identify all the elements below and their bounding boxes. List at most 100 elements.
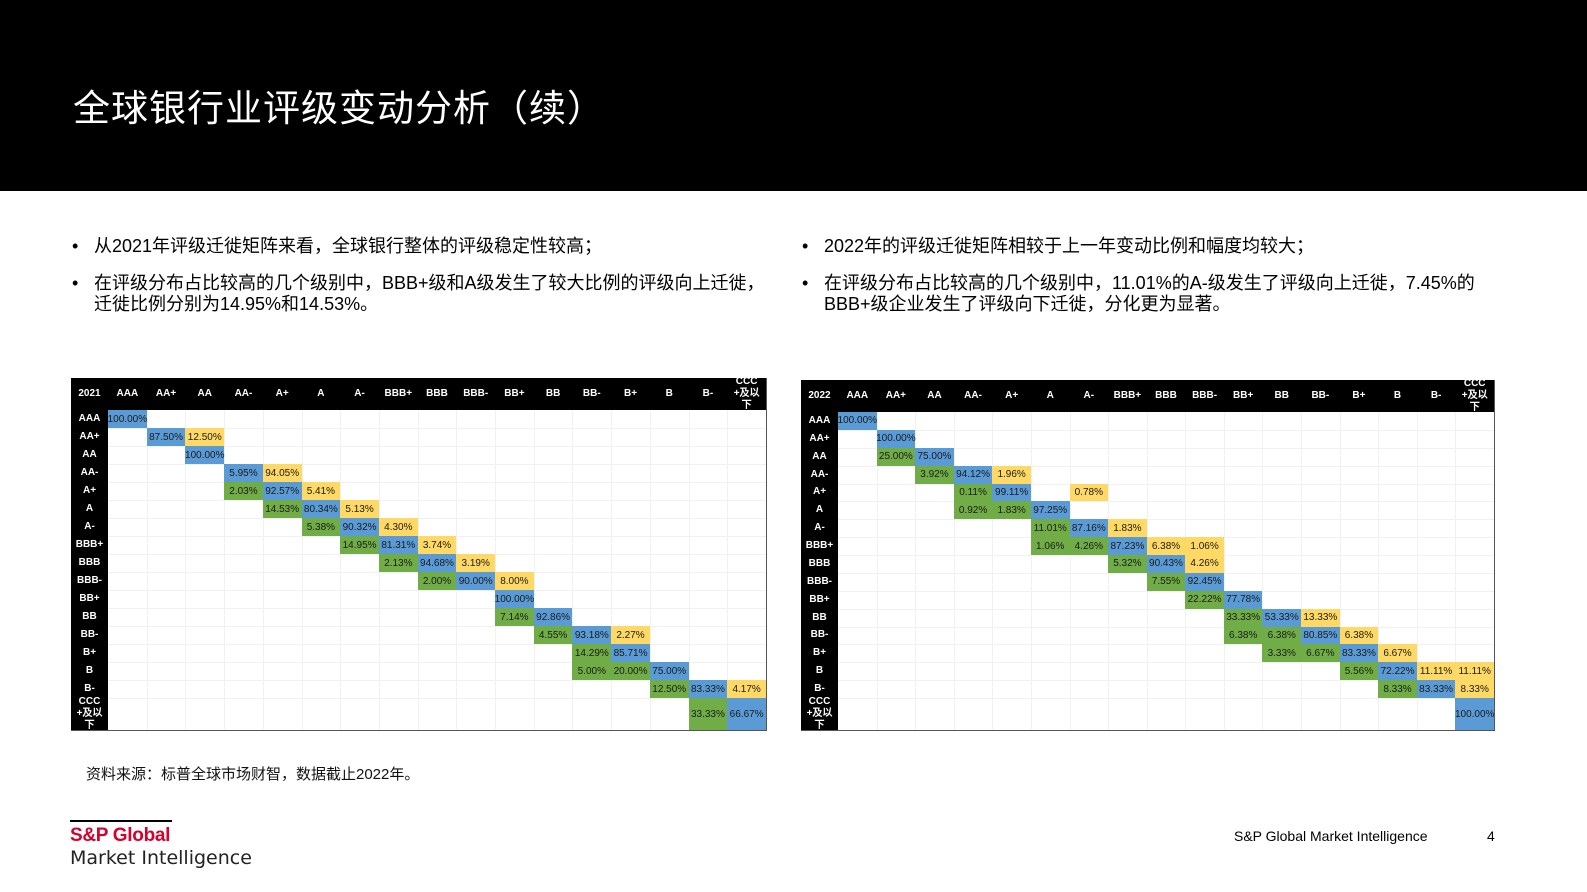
column-header: AA- <box>964 390 982 401</box>
gridline <box>876 412 878 730</box>
matrix-cell-upgrade: 14.53% <box>262 500 302 518</box>
matrix-cell-upgrade: 7.55% <box>1146 572 1186 591</box>
row-header: AA+ <box>809 432 830 444</box>
gridline <box>108 500 766 501</box>
logo-rule <box>70 820 172 822</box>
bullet-icon: • <box>802 236 809 256</box>
row-header: BBB+ <box>805 540 834 552</box>
matrix-cell-upgrade: 1.83% <box>992 501 1031 520</box>
matrix-cell-upgrade: 5.32% <box>1108 555 1147 573</box>
matrix-cell-stable: 75.00% <box>915 447 954 466</box>
row-header: AA- <box>80 467 99 478</box>
matrix-cell-stable: 66.67% <box>727 698 766 730</box>
column-header: CCC+及以下 <box>1461 378 1488 413</box>
gridline <box>108 662 766 663</box>
gridline <box>1378 412 1380 730</box>
matrix-cell-downgrade: 11.11% <box>1416 662 1456 681</box>
gridline <box>838 680 1494 682</box>
column-header: BB+ <box>1233 390 1254 401</box>
row-header: A- <box>814 522 825 534</box>
row-header: CCC+及以下 <box>76 696 103 731</box>
matrix-cell-upgrade: 11.01% <box>1030 519 1070 538</box>
column-header: BB+ <box>504 388 525 399</box>
gridline <box>649 410 651 730</box>
column-header: A+ <box>275 388 289 399</box>
matrix-cell-stable: 81.31% <box>378 536 418 554</box>
bullet-item: • 在评级分布占比较高的几个级别中，11.01%的A-级发生了评级向上迁徙，7.4… <box>802 273 1475 314</box>
matrix-cell-upgrade: 4.26% <box>1069 537 1109 555</box>
gridline <box>1069 412 1071 730</box>
matrix-cell-downgrade: 3.19% <box>456 554 496 572</box>
sp-global-logo: S&P Global Market Intelligence <box>70 820 252 870</box>
bullet-item: • 在评级分布占比较高的几个级别中，BBB+级和A级发生了较大比例的评级向上迁徙，… <box>72 273 765 314</box>
matrix-cell-stable: 97.25% <box>1030 501 1070 520</box>
matrix-cell-upgrade: 25.00% <box>876 447 916 466</box>
bullet-item: • 2022年的评级迁徙矩阵相较于上一年变动比例和幅度均较大； <box>802 236 1315 256</box>
column-header: B+ <box>1352 390 1366 401</box>
gridline <box>915 412 917 730</box>
matrix-cell-stable: 90.00% <box>456 572 496 590</box>
gridline <box>1455 412 1457 730</box>
matrix-cell-upgrade: 3.33% <box>1262 644 1302 663</box>
footer-brand: S&P Global Market Intelligence <box>1234 828 1428 844</box>
column-header: BB- <box>1311 390 1330 401</box>
row-header: BBB+ <box>75 539 104 550</box>
matrix-cell-downgrade: 5.13% <box>340 500 379 518</box>
row-labels: AAA AA+ AA AA- A+ A A- BBB+ BBB BBB- BB+ BB BB- B+ B B-… <box>71 410 108 731</box>
matrix-cell-stable: 83.33% <box>1416 680 1456 698</box>
column-header: BBB+ <box>384 388 413 399</box>
gridline <box>224 410 226 730</box>
matrix-cell-stable: 100.00% <box>876 429 916 448</box>
gridline <box>108 428 766 429</box>
column-header: BBB- <box>1192 390 1218 401</box>
matrix-cell-stable: 77.78% <box>1223 590 1263 609</box>
matrix-cell-downgrade: 4.30% <box>378 518 418 536</box>
gridline <box>340 410 342 730</box>
gridline <box>108 608 766 609</box>
column-header: AAA <box>846 390 869 401</box>
matrix-cell-upgrade: 2.00% <box>417 572 457 590</box>
matrix-cell-stable: 80.34% <box>301 500 341 518</box>
matrix-cell-downgrade: 1.96% <box>992 465 1031 484</box>
matrix-cell-downgrade: 5.41% <box>301 482 341 500</box>
matrix-header: 2021 AAA AA+ AA AA- A+ A A- BBB+ BBB BBB- BB+ BB BB- B… <box>71 376 766 411</box>
matrix-cell-upgrade: 6.67% <box>1301 644 1340 663</box>
row-header: AAA <box>808 414 831 426</box>
migration-matrix-2022: 2022 AAA AA+ AA AA- A+ A A- BBB+ BBB BBB- BB+ BB BB- B… <box>801 378 1495 731</box>
column-header: A <box>1046 390 1054 401</box>
column-header: A <box>317 388 325 399</box>
matrix-cell-downgrade: 8.00% <box>495 572 534 590</box>
column-header: BBB- <box>463 388 489 399</box>
row-header: BB- <box>810 629 829 641</box>
row-header: B+ <box>812 647 827 659</box>
gridline <box>611 410 613 730</box>
matrix-cell-stable: 100.00% <box>108 410 147 428</box>
gridline <box>108 644 766 645</box>
gridline <box>838 447 1494 449</box>
matrix-cell-stable: 80.85% <box>1301 626 1340 645</box>
gridline <box>838 608 1494 610</box>
matrix-cell-upgrade: 14.29% <box>572 644 612 662</box>
matrix-year-label: 2021 <box>78 388 101 399</box>
row-header: AA+ <box>79 431 100 442</box>
row-header: A- <box>84 521 95 532</box>
gridline <box>262 410 264 730</box>
gridline <box>108 698 766 699</box>
gridline <box>838 483 1494 485</box>
gridline <box>838 626 1494 628</box>
row-header: BBB <box>808 557 831 569</box>
row-header: B- <box>84 683 95 694</box>
matrix-cell-downgrade: 6.38% <box>1146 537 1186 555</box>
column-header: B- <box>1430 390 1442 401</box>
logo-line2: Market Intelligence <box>70 847 252 869</box>
matrix-cell-downgrade: 4.17% <box>727 680 766 698</box>
column-header: BB <box>545 388 561 399</box>
matrix-cell-downgrade: 13.33% <box>1301 608 1340 627</box>
row-header: A <box>85 503 94 514</box>
page-number: 4 <box>1487 828 1495 844</box>
matrix-cell-upgrade: 5.56% <box>1339 662 1379 681</box>
page-title: 全球银行业评级变动分析（续） <box>73 87 605 130</box>
column-header: AA+ <box>885 390 907 401</box>
column-header: B- <box>702 388 714 399</box>
column-header: BBB <box>1155 390 1177 401</box>
